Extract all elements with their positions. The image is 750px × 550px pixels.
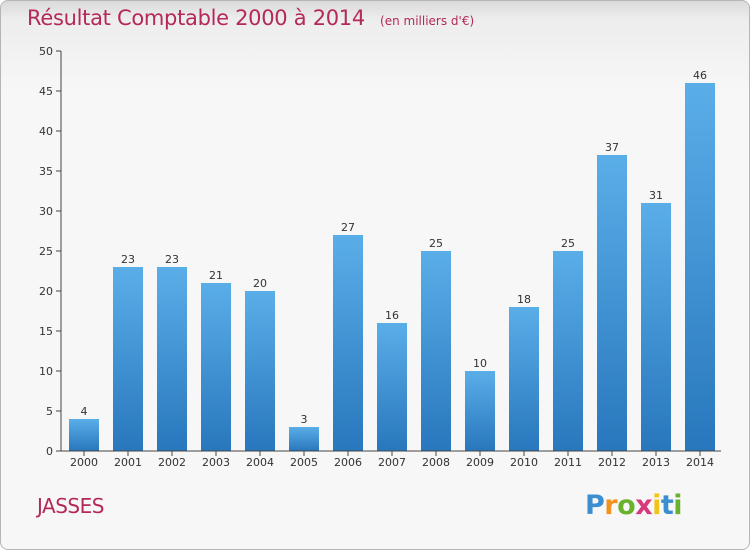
bar-2006 [333,235,363,451]
logo-letter: x [635,490,653,521]
x-tick-label-2009: 2009 [466,456,494,469]
value-label-2004: 20 [253,277,267,290]
bar-2012 [597,155,627,451]
proxiti-logo[interactable]: Proxiti [585,490,683,521]
commune-name: JASSES [37,494,104,518]
value-label-2006: 27 [341,221,355,234]
value-label-2001: 23 [121,253,135,266]
x-tick-label-2008: 2008 [422,456,450,469]
y-tick-label-10: 10 [39,365,53,378]
bar-2003 [201,283,231,451]
value-label-2011: 25 [561,237,575,250]
y-tick-label-40: 40 [39,125,53,138]
bar-2013 [641,203,671,451]
bar-2008 [421,251,451,451]
y-tick-label-5: 5 [46,405,53,418]
y-tick-label-15: 15 [39,325,53,338]
bar-2004 [245,291,275,451]
value-label-2008: 25 [429,237,443,250]
x-tick-label-2014: 2014 [686,456,714,469]
x-tick-label-2011: 2011 [554,456,582,469]
bar-2009 [465,371,495,451]
y-tick-label-35: 35 [39,165,53,178]
chart-title: Résultat Comptable 2000 à 2014 [27,6,365,30]
value-label-2003: 21 [209,269,223,282]
x-tick-label-2001: 2001 [114,456,142,469]
y-tick-label-20: 20 [39,285,53,298]
x-tick-label-2013: 2013 [642,456,670,469]
x-tick-label-2002: 2002 [158,456,186,469]
x-tick-label-2010: 2010 [510,456,538,469]
axes: 2000 2001 2002 2003 2004 2005 2006 2007 2008 2009… [39,45,721,469]
x-tick-label-2006: 2006 [334,456,362,469]
bars-layer: 4 23 23 21 20 3 27 16 25 10 18 25 37 31 46 [69,69,715,451]
x-tick-label-2003: 2003 [202,456,230,469]
value-label-2005: 3 [301,413,308,426]
x-tick-label-2007: 2007 [378,456,406,469]
value-label-2013: 31 [649,189,663,202]
y-tick-label-45: 45 [39,85,53,98]
value-label-2012: 37 [605,141,619,154]
logo-letter: i [652,490,661,521]
value-label-2002: 23 [165,253,179,266]
x-tick-label-2005: 2005 [290,456,318,469]
y-tick-label-50: 50 [39,45,53,58]
value-label-2009: 10 [473,357,487,370]
bar-2007 [377,323,407,451]
bar-2000 [69,419,99,451]
title-block: Résultat Comptable 2000 à 2014 (en milli… [27,6,474,30]
bar-2002 [157,267,187,451]
y-tick-label-30: 30 [39,205,53,218]
value-label-2010: 18 [517,293,531,306]
logo-letter: r [604,490,618,521]
x-tick-label-2004: 2004 [246,456,274,469]
bar-2011 [553,251,583,451]
logo-letter: P [585,490,605,521]
chart-subtitle: (en milliers d'€) [380,14,475,28]
y-tick-label-0: 0 [46,445,53,458]
logo-letter: t [660,490,674,521]
value-label-2000: 4 [81,405,88,418]
bar-2005 [289,427,319,451]
x-tick-label-2012: 2012 [598,456,626,469]
x-tick-label-2000: 2000 [70,456,98,469]
bar-2001 [113,267,143,451]
logo-letter: o [617,490,636,521]
logo-letter: i [673,490,683,521]
bar-2010 [509,307,539,451]
value-label-2014: 46 [693,69,707,82]
value-label-2007: 16 [385,309,399,322]
y-tick-label-25: 25 [39,245,53,258]
bar-2014 [685,83,715,451]
